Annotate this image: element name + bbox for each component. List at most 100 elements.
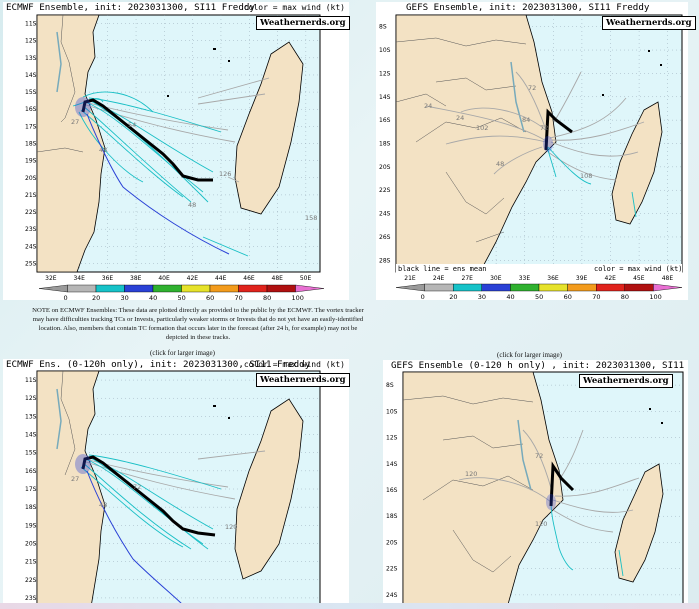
panel-title: GEFS Ensemble, init: 2023031300, SI11 Fr… — [406, 2, 650, 13]
lat-tick-label: 19S — [25, 158, 37, 165]
colorbar-tick-label: 20 — [449, 293, 457, 300]
lat-tick-label: 11S — [25, 377, 37, 384]
colorbar-segment — [653, 283, 683, 292]
colorbar-segment — [538, 283, 568, 292]
colorbar-tick-label: 30 — [121, 294, 129, 300]
track-label: 84 — [522, 116, 530, 124]
track-label: 48 — [496, 160, 504, 168]
colorbar-tick-label: 60 — [564, 293, 572, 300]
track-label: 72 — [133, 483, 141, 491]
lon-tick-label: 45E — [633, 275, 645, 282]
colorbar-tick-label: 40 — [506, 293, 514, 300]
lat-tick-label: 18S — [379, 141, 391, 148]
colorbar-segment — [209, 284, 239, 293]
lon-tick-label: 33E — [519, 275, 531, 282]
track-label: 48 — [188, 201, 196, 209]
lat-tick-label: 20S — [25, 175, 37, 182]
colorbar-segment — [481, 283, 511, 292]
lat-tick-label: 21S — [25, 559, 37, 566]
ecmwf-note: NOTE on ECMWF Ensembles: These data are … — [32, 307, 364, 341]
track-label: 24 — [424, 102, 432, 110]
lon-tick-label: 50E — [300, 275, 312, 282]
lon-tick-label: 21E — [404, 275, 416, 282]
colorbar-segment — [295, 284, 325, 293]
gefs-ensemble-panel[interactable]: GEFS Ensemble, init: 2023031300, SI11 Fr… — [376, 2, 696, 300]
lat-tick-label: 18S — [25, 504, 37, 511]
lat-tick-label: 22S — [25, 209, 37, 216]
track-label: 120 — [465, 470, 477, 478]
track-label: 72 — [528, 84, 536, 92]
colorbar-tick-label: 100 — [292, 294, 304, 300]
panel-title: ECMWF Ens. (0-120h only), init: 20230313… — [6, 359, 345, 370]
track-label: 120 — [535, 520, 547, 528]
track-label: 48 — [99, 501, 107, 509]
track-label: 72 — [540, 124, 548, 132]
click-for-larger-image-link[interactable]: (click for larger image) — [150, 349, 215, 357]
track-label: 158 — [305, 214, 317, 222]
lat-tick-label: 23S — [25, 595, 37, 602]
colorbar-segment — [624, 283, 654, 292]
lon-tick-label: 44E — [215, 275, 227, 282]
lat-tick-label: 13S — [25, 55, 37, 62]
lon-tick-label: 34E — [73, 275, 85, 282]
lat-tick-label: 20S — [379, 164, 391, 171]
lat-tick-label: 15S — [25, 450, 37, 457]
panel-title: ECMWF Ensemble, init: 2023031300, SI11 F… — [6, 2, 345, 13]
colorbar-tick-label: 20 — [92, 294, 100, 300]
colorbar-segment — [67, 284, 97, 293]
ecmwf-ensemble-panel[interactable]: ECMWF Ensemble, init: 2023031300, SI11 F… — [3, 2, 350, 300]
lat-tick-label: 16S — [25, 106, 37, 113]
color-note: color = max wind (kt) — [594, 265, 683, 273]
colorbar-tick-label: 50 — [535, 293, 543, 300]
colorbar-tick-label: 80 — [621, 293, 629, 300]
panel-title: GEFS Ensemble (0-120 h only) , init: 202… — [391, 360, 688, 371]
colorbar-tick-label: 40 — [149, 294, 157, 300]
lat-tick-label: 23S — [25, 226, 37, 233]
colorbar-tick-label: 70 — [592, 293, 600, 300]
lat-tick-label: 22S — [25, 577, 37, 584]
track-label: 48 — [99, 146, 107, 154]
track-label: 27 — [71, 118, 79, 126]
lat-tick-label: 21S — [25, 192, 37, 199]
lat-tick-label: 18S — [25, 141, 37, 148]
gefs-120h-track-map: 8S 10S 12S 14S 16S 18S 20S 22S 24S 72 120 120 — [386, 371, 684, 605]
lat-tick-label: 22S — [379, 187, 391, 194]
lon-tick-label: 36E — [547, 275, 559, 282]
lat-tick-label: 18S — [386, 513, 398, 520]
colorbar-segment — [95, 284, 125, 293]
lat-tick-label: 26S — [379, 234, 391, 241]
lat-tick-label: 10S — [379, 47, 391, 54]
gefs-120h-panel[interactable]: GEFS Ensemble (0-120 h only) , init: 202… — [383, 360, 688, 605]
track-label: 102 — [476, 124, 488, 132]
lon-tick-label: 36E — [102, 275, 114, 282]
colorbar-tick-label: 100 — [649, 293, 661, 300]
lat-tick-label: 17S — [25, 486, 37, 493]
lat-tick-label: 14S — [25, 72, 37, 79]
colorbar-tick-label: 80 — [263, 294, 271, 300]
track-label: 72 — [535, 452, 543, 460]
click-for-larger-image-link[interactable]: (click for larger image) — [497, 351, 562, 359]
track-label: 126 — [219, 170, 231, 178]
colorbar-segment — [452, 283, 482, 292]
colorbar-tick-label: 70 — [235, 294, 243, 300]
lat-tick-label: 17S — [25, 123, 37, 130]
colorbar-segment — [181, 284, 211, 293]
track-label: 27 — [71, 475, 79, 483]
lat-tick-label: 25S — [25, 260, 37, 267]
weathernerds-watermark: Weathernerds.org — [256, 373, 350, 387]
lon-tick-label: 24E — [433, 275, 445, 282]
lat-tick-label: 15S — [25, 89, 37, 96]
track-label: 120 — [225, 523, 237, 531]
lat-tick-label: 11S — [25, 21, 37, 28]
colorbar-tick-label: 0 — [421, 293, 425, 300]
track-label: 24 — [456, 114, 464, 122]
colorbar-segment — [266, 284, 296, 293]
lat-tick-label: 12S — [25, 38, 37, 45]
lon-tick-label: 38E — [130, 275, 142, 282]
ecmwf-120h-panel[interactable]: ECMWF Ens. (0-120h only), init: 20230313… — [3, 359, 350, 605]
lon-tick-label: 48E — [662, 275, 674, 282]
lat-tick-label: 16S — [379, 117, 391, 124]
lon-tick-label: 48E — [272, 275, 284, 282]
lat-tick-label: 12S — [386, 435, 398, 442]
lat-tick-label: 10S — [386, 408, 398, 415]
